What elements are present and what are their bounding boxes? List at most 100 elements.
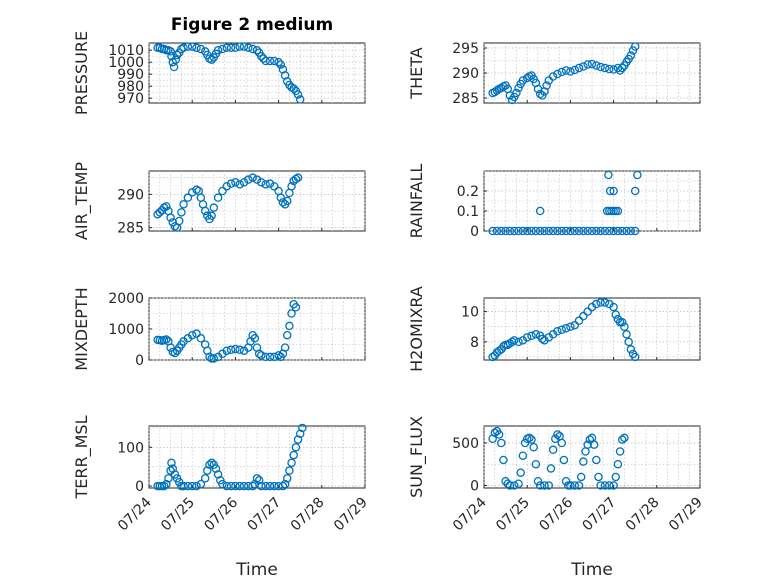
data-point	[239, 481, 249, 491]
data-point	[291, 443, 301, 452]
data-point	[579, 457, 588, 466]
data-point	[540, 226, 549, 236]
data-point	[261, 352, 270, 362]
data-point	[622, 330, 631, 339]
data-point	[613, 459, 623, 469]
data-point	[626, 345, 636, 354]
data-point	[287, 182, 296, 191]
data-point	[270, 352, 279, 362]
data-point	[600, 226, 610, 236]
x-tick-label: 07/29	[666, 495, 706, 535]
data-point	[257, 178, 266, 187]
data-point	[626, 51, 636, 60]
data-point	[592, 61, 601, 70]
data-point	[542, 81, 551, 90]
data-point	[205, 352, 214, 362]
data-point	[289, 450, 298, 460]
x-tick-label: 07/26	[536, 494, 576, 534]
data-point	[200, 206, 210, 216]
data-point	[252, 45, 262, 55]
data-point	[218, 186, 227, 196]
data-point	[276, 193, 286, 202]
data-point	[235, 180, 244, 189]
data-point	[274, 351, 283, 360]
data-point	[183, 193, 193, 202]
data-point	[587, 226, 597, 236]
data-point	[166, 213, 175, 222]
data-point	[540, 481, 549, 490]
y-axis-label: H2OMIXRA	[407, 286, 426, 372]
subplot-6: 10 8 H2OMIXRA	[407, 286, 701, 372]
data-point	[583, 307, 592, 316]
data-point	[239, 178, 249, 187]
y-axis-label: MIXDEPTH	[72, 287, 91, 370]
data-point	[167, 458, 176, 468]
data-point	[611, 310, 621, 319]
data-point	[494, 346, 504, 356]
data-point	[630, 42, 640, 51]
data-point	[535, 226, 545, 236]
x-tick-label: 07/25	[493, 495, 533, 535]
y-axis-label: SUN_FLUX	[407, 416, 427, 498]
data-point	[192, 43, 201, 53]
subplot-2: 295 290 285 THETA	[407, 41, 701, 107]
data-point	[535, 481, 545, 490]
data-point	[592, 455, 601, 465]
y-tick-label: 0.1	[457, 204, 479, 220]
data-point	[285, 321, 294, 331]
data-point	[505, 226, 515, 236]
data-point	[261, 481, 270, 491]
data-point	[570, 65, 579, 75]
data-point	[600, 481, 610, 490]
data-point	[244, 43, 253, 53]
data-point	[579, 226, 588, 236]
data-point	[501, 226, 510, 236]
data-point	[248, 173, 257, 182]
data-point	[231, 481, 240, 491]
data-point	[514, 83, 523, 93]
data-point	[617, 226, 627, 236]
data-point	[488, 226, 497, 236]
subplot-4: 0.2 0.1 0 RAINFALL	[407, 164, 701, 240]
data-point	[280, 343, 290, 352]
data-point	[509, 92, 519, 102]
data-point	[187, 42, 197, 51]
data-point	[490, 428, 500, 438]
data-point	[507, 337, 517, 347]
data-point	[518, 226, 528, 236]
data-point	[570, 226, 579, 236]
data-point	[497, 438, 506, 448]
data-point	[505, 481, 515, 490]
data-point	[248, 44, 257, 54]
data-point	[207, 55, 216, 65]
data-point	[615, 447, 625, 456]
data-point	[514, 479, 523, 489]
data-point	[164, 474, 173, 483]
y-tick-label: 2000	[108, 291, 144, 307]
data-point	[270, 56, 279, 66]
data-point	[596, 298, 605, 307]
data-point	[293, 173, 303, 182]
data-point	[287, 458, 296, 468]
data-point	[628, 46, 638, 55]
data-point	[522, 333, 532, 342]
data-point	[278, 198, 288, 207]
data-point	[518, 451, 528, 460]
data-point	[630, 352, 640, 362]
data-point	[570, 481, 579, 490]
data-point	[261, 180, 270, 189]
data-point	[172, 50, 182, 60]
data-point	[583, 440, 592, 449]
data-point	[509, 336, 519, 345]
data-point	[587, 59, 597, 69]
data-point	[600, 298, 610, 307]
x-tick-label: 07/25	[158, 495, 198, 535]
y-tick-label: 290	[452, 66, 479, 82]
data-point	[501, 476, 510, 486]
data-point	[596, 481, 605, 490]
x-tick-label: 07/28	[623, 495, 663, 535]
x-tick-label: 07/27	[245, 495, 285, 535]
data-point	[596, 62, 605, 72]
data-point	[171, 55, 181, 65]
